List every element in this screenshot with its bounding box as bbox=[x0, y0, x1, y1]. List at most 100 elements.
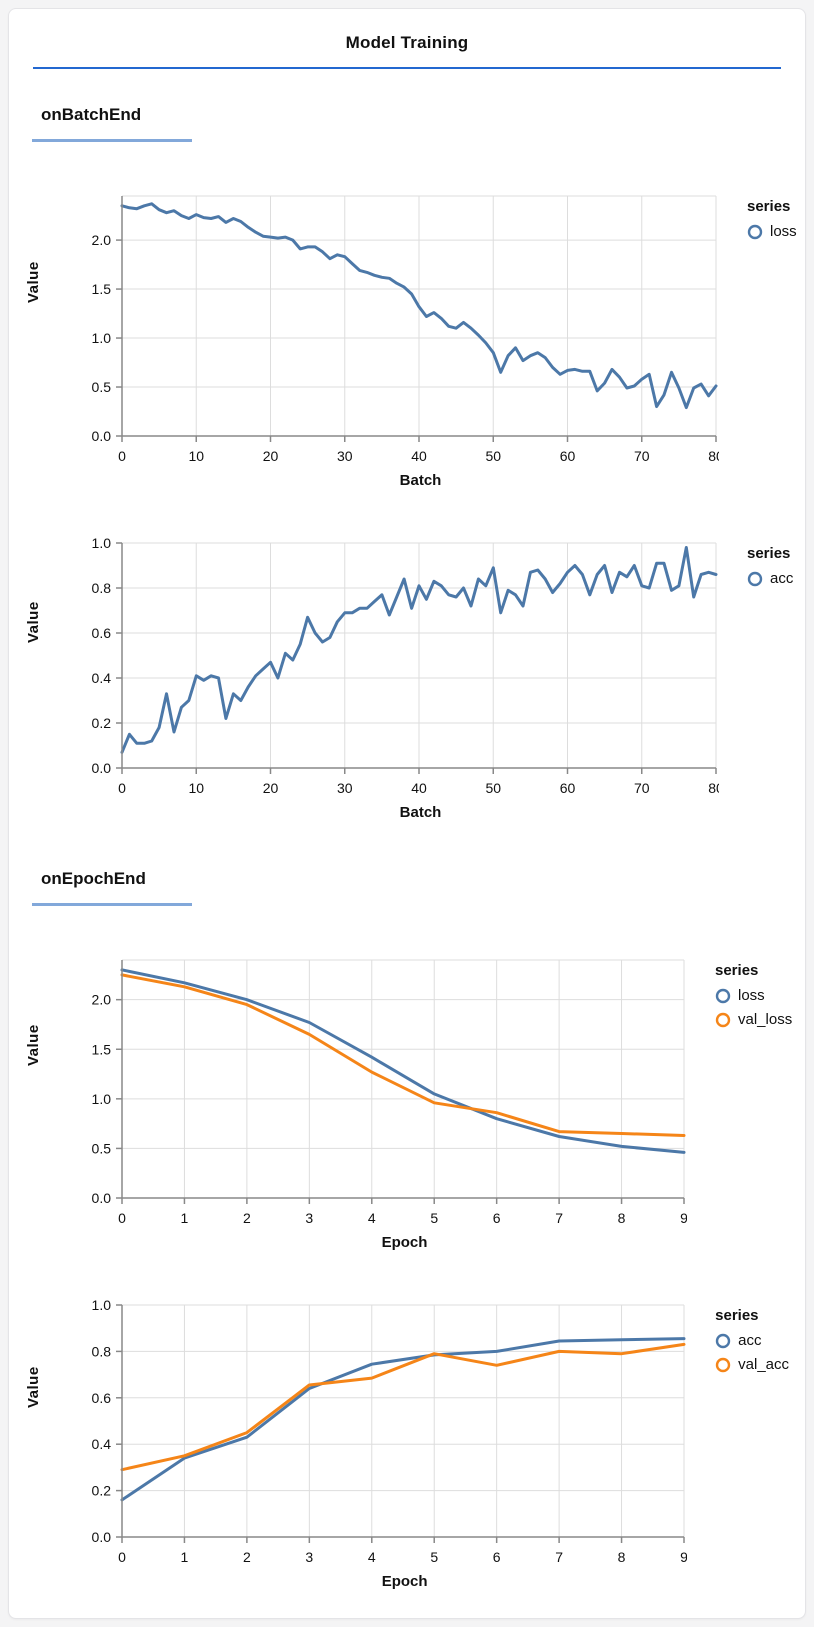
y-tick-label: 0.2 bbox=[92, 1483, 112, 1499]
y-tick-label: 2.0 bbox=[92, 992, 112, 1008]
y-tick-label: 0.4 bbox=[92, 1436, 112, 1452]
legend-item-label: acc bbox=[770, 570, 794, 587]
section-heading-rule bbox=[32, 139, 192, 142]
x-tick-label: 8 bbox=[618, 1549, 626, 1565]
x-tick-label: 3 bbox=[306, 1549, 314, 1565]
x-tick-label: 80 bbox=[708, 448, 719, 464]
legend-item-label: loss bbox=[770, 223, 797, 240]
y-axis-title: Value bbox=[25, 1024, 42, 1067]
y-tick-label: 0.5 bbox=[92, 1140, 112, 1156]
y-axis-title: Value bbox=[25, 1366, 42, 1409]
series-circle-icon bbox=[747, 224, 763, 240]
x-tick-label: 30 bbox=[337, 448, 353, 464]
y-tick-label: 0.4 bbox=[92, 670, 112, 686]
x-tick-label: 9 bbox=[680, 1549, 687, 1565]
y-tick-label: 1.0 bbox=[92, 535, 112, 551]
y-tick-label: 1.0 bbox=[92, 1297, 112, 1313]
y-tick-label: 0.0 bbox=[92, 1529, 112, 1545]
section-heading-rule bbox=[32, 903, 192, 906]
axes: 0.0 0.2 0.4 0.6 0.8 1.0 0 10 20 30 40 50 60 70 80 bbox=[92, 535, 719, 796]
x-tick-label: 0 bbox=[118, 1210, 126, 1226]
legend-item-label: val_acc bbox=[738, 1356, 789, 1373]
series-lines bbox=[120, 202, 718, 410]
y-tick-label: 1.5 bbox=[92, 1041, 112, 1057]
legend-title: series bbox=[715, 1307, 759, 1324]
legend-item-acc: acc bbox=[747, 570, 793, 587]
x-tick-label: 0 bbox=[118, 1549, 126, 1565]
legend-item-val_acc: val_acc bbox=[715, 1356, 789, 1373]
legend: series loss val_loss bbox=[715, 962, 792, 1035]
section-onBatchEnd: onBatchEnd Value 0.0 0.5 1.0 1.5 2.0 0 10 20 30 4… bbox=[25, 105, 797, 821]
y-tick-label: 0.5 bbox=[92, 379, 112, 395]
legend-title: series bbox=[747, 198, 791, 215]
series-line-loss bbox=[120, 968, 686, 1154]
x-axis-title: Batch bbox=[399, 472, 442, 489]
y-tick-label: 0.0 bbox=[92, 760, 112, 776]
gridlines bbox=[122, 542, 717, 768]
x-tick-label: 50 bbox=[485, 448, 501, 464]
x-tick-label: 10 bbox=[188, 780, 204, 796]
x-tick-label: 80 bbox=[708, 780, 719, 796]
page-title: Model Training bbox=[345, 33, 469, 52]
epoch-acc-plot: 0.0 0.2 0.4 0.6 0.8 1.0 0 1 2 3 4 5 6 7 8 9 bbox=[92, 1297, 687, 1565]
x-tick-label: 20 bbox=[263, 448, 279, 464]
x-tick-label: 50 bbox=[485, 780, 501, 796]
x-tick-label: 3 bbox=[305, 1210, 313, 1226]
x-tick-label: 40 bbox=[411, 780, 427, 796]
x-tick-label: 9 bbox=[680, 1210, 687, 1226]
series-line-val_loss bbox=[120, 973, 686, 1137]
legend: series acc val_acc bbox=[715, 1307, 789, 1380]
title-rule bbox=[33, 67, 781, 69]
series-lines bbox=[120, 1337, 686, 1502]
series-lines bbox=[120, 968, 686, 1154]
series-circle-icon bbox=[715, 988, 731, 1004]
series-circle-icon bbox=[715, 1357, 731, 1373]
section-heading: onBatchEnd bbox=[41, 105, 142, 124]
series-circle-icon bbox=[747, 571, 763, 587]
x-tick-label: 7 bbox=[555, 1549, 563, 1565]
axes: 0.0 0.5 1.0 1.5 2.0 0 1 2 3 4 5 6 7 8 9 bbox=[92, 960, 687, 1226]
y-axis-title: Value bbox=[25, 261, 42, 304]
x-tick-label: 60 bbox=[560, 448, 576, 464]
x-tick-label: 6 bbox=[493, 1549, 501, 1565]
x-tick-label: 0 bbox=[118, 780, 126, 796]
y-tick-label: 0.6 bbox=[92, 1390, 112, 1406]
legend-item-val_loss: val_loss bbox=[715, 1011, 792, 1028]
epoch-loss-chart: Value 0.0 0.5 1.0 1.5 2.0 0 1 2 3 4 5 6 7 8 9 Epoch se… bbox=[25, 950, 792, 1251]
batch-loss-plot: 0.0 0.5 1.0 1.5 2.0 0 10 20 30 40 50 60 70 80 bbox=[92, 195, 719, 464]
series-line-val_acc bbox=[120, 1342, 686, 1472]
batch-acc-plot: 0.0 0.2 0.4 0.6 0.8 1.0 0 10 20 30 40 50 60 70 80 bbox=[92, 535, 719, 796]
section-heading: onEpochEnd bbox=[41, 869, 146, 888]
y-tick-label: 1.5 bbox=[92, 281, 112, 297]
legend-item-loss: loss bbox=[715, 987, 792, 1004]
axes: 0.0 0.5 1.0 1.5 2.0 0 10 20 30 40 50 60 70 80 bbox=[92, 196, 719, 464]
legend-title: series bbox=[747, 545, 791, 562]
visor-surface-card: Model Training onBatchEnd Value 0.0 0.5 1.… bbox=[8, 8, 806, 1619]
gridlines bbox=[122, 195, 717, 436]
series-line-acc bbox=[120, 546, 718, 754]
epoch-loss-plot: 0.0 0.5 1.0 1.5 2.0 0 1 2 3 4 5 6 7 8 9 bbox=[92, 959, 687, 1226]
x-tick-label: 30 bbox=[337, 780, 353, 796]
x-tick-label: 2 bbox=[243, 1549, 251, 1565]
x-tick-label: 10 bbox=[188, 448, 204, 464]
series-line-loss bbox=[120, 202, 718, 410]
legend-item-acc: acc bbox=[715, 1332, 789, 1349]
y-axis-title: Value bbox=[25, 601, 42, 643]
axes: 0.0 0.2 0.4 0.6 0.8 1.0 0 1 2 3 4 5 6 7 8 9 bbox=[92, 1297, 687, 1565]
batch-acc-chart: Value 0.0 0.2 0.4 0.6 0.8 1.0 0 10 20 30 40 50 60 70 8… bbox=[25, 533, 793, 821]
legend-item-label: loss bbox=[738, 987, 765, 1004]
legend-item-loss: loss bbox=[747, 223, 797, 240]
y-tick-label: 1.0 bbox=[92, 1091, 112, 1107]
section-onEpochEnd: onEpochEnd Value 0.0 0.5 1.0 1.5 2.0 0 1 2 3 4 5 6 7… bbox=[25, 869, 792, 1590]
x-tick-label: 20 bbox=[263, 780, 279, 796]
x-axis-title: Epoch bbox=[381, 1234, 428, 1251]
x-tick-label: 40 bbox=[411, 448, 427, 464]
series-circle-icon bbox=[715, 1333, 731, 1349]
legend-item-label: acc bbox=[738, 1332, 762, 1349]
y-tick-label: 2.0 bbox=[92, 232, 112, 248]
x-tick-label: 1 bbox=[181, 1549, 189, 1565]
y-tick-label: 0.0 bbox=[92, 428, 112, 444]
legend-title: series bbox=[715, 962, 759, 979]
x-axis-title: Epoch bbox=[381, 1573, 428, 1590]
y-tick-label: 0.2 bbox=[92, 715, 112, 731]
